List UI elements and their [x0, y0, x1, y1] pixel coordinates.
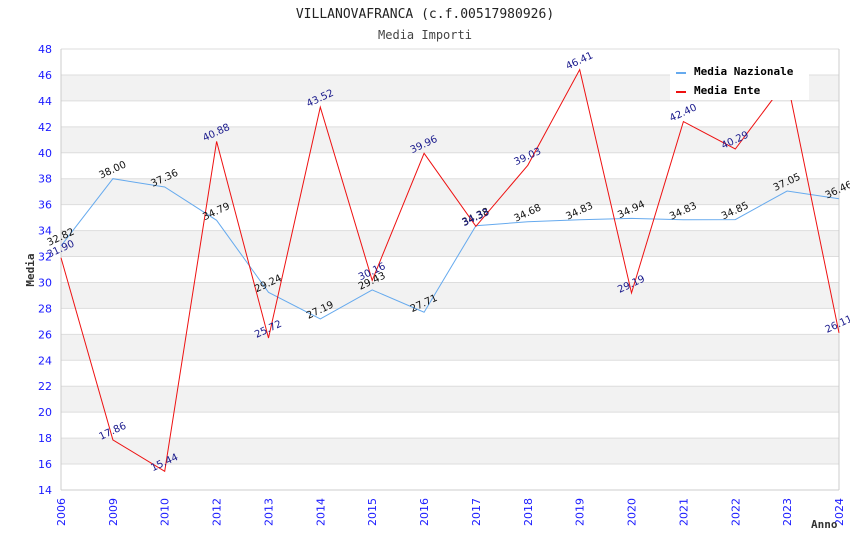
x-tick-label: 2017 — [470, 498, 483, 526]
y-tick-labels: 14 16 18 20 22 24 26 28 30 32 34 36 38 40 42 44 46 48 — [38, 43, 52, 497]
y-tick-label: 28 — [38, 302, 52, 315]
x-tick-labels: 2006 2009 2010 2012 2013 2014 2015 2016 2017 2018… — [55, 498, 846, 526]
y-tick-label: 44 — [38, 95, 52, 108]
x-tick-label: 2023 — [781, 498, 794, 526]
chart-subtitle: Media Importi — [378, 28, 472, 42]
data-label: 38.00 — [98, 159, 129, 181]
y-tick-label: 24 — [38, 354, 52, 367]
x-tick-label: 2016 — [418, 498, 431, 526]
x-tick-label: 2020 — [626, 498, 639, 526]
x-tick-label: 2018 — [522, 498, 535, 526]
x-tick-label: 2013 — [262, 498, 275, 526]
legend-label-media-nazionale: Media Nazionale — [694, 65, 794, 78]
plot-bands — [61, 74, 839, 465]
y-tick-label: 34 — [38, 225, 52, 238]
plot-band — [61, 178, 839, 205]
y-tick-label: 20 — [38, 406, 52, 419]
x-tick-label: 2014 — [314, 498, 327, 526]
y-tick-label: 46 — [38, 69, 52, 82]
y-tick-label: 16 — [38, 458, 52, 471]
plot-band — [61, 386, 839, 413]
x-tick-label: 2009 — [107, 498, 120, 526]
y-tick-label: 36 — [38, 199, 52, 212]
y-tick-label: 32 — [38, 251, 52, 264]
y-tick-label: 30 — [38, 276, 52, 289]
chart-title: VILLANOVAFRANCA (c.f.00517980926) — [296, 7, 554, 22]
plot-band — [61, 438, 839, 465]
x-tick-label: 2006 — [55, 498, 68, 526]
x-tick-label: 2012 — [211, 498, 224, 526]
y-tick-label: 40 — [38, 147, 52, 160]
series-line-media-ente — [60, 68, 840, 473]
x-tick-label: 2010 — [159, 498, 172, 526]
x-tick-label: 2024 — [833, 498, 846, 526]
y-axis-label: Media — [24, 253, 37, 286]
x-tick-label: 2021 — [677, 498, 690, 526]
plot-band — [61, 334, 839, 361]
legend: Media Nazionale Media Ente — [670, 62, 809, 100]
x-tick-label: 2019 — [574, 498, 587, 526]
y-tick-label: 38 — [38, 173, 52, 186]
data-label: 26.11 — [824, 314, 850, 336]
plot-band — [61, 126, 839, 153]
plot-band — [61, 230, 839, 257]
series-line-media-nazionale — [60, 178, 840, 320]
y-tick-label: 26 — [38, 328, 52, 341]
y-tick-label: 18 — [38, 432, 52, 445]
series-lines — [60, 68, 840, 473]
x-tick-label: 2022 — [729, 498, 742, 526]
y-tick-label: 42 — [38, 121, 52, 134]
legend-box — [670, 62, 809, 100]
x-axis-label: Anno — [811, 518, 838, 531]
legend-label-media-ente: Media Ente — [694, 84, 761, 97]
plot-band — [61, 282, 839, 309]
x-tick-label: 2015 — [366, 498, 379, 526]
y-tick-label: 22 — [38, 380, 52, 393]
y-tick-label: 14 — [38, 484, 52, 497]
y-tick-label: 48 — [38, 43, 52, 56]
